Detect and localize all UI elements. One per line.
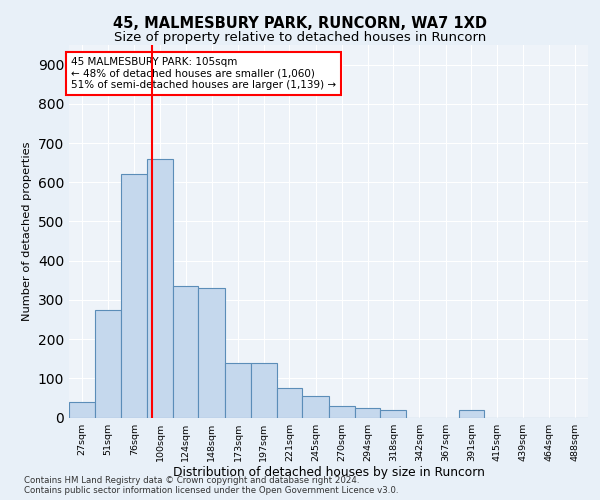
Text: Size of property relative to detached houses in Runcorn: Size of property relative to detached ho… xyxy=(114,31,486,44)
Bar xyxy=(69,402,95,417)
Text: 45, MALMESBURY PARK, RUNCORN, WA7 1XD: 45, MALMESBURY PARK, RUNCORN, WA7 1XD xyxy=(113,16,487,31)
Bar xyxy=(147,158,173,418)
Y-axis label: Number of detached properties: Number of detached properties xyxy=(22,142,32,321)
Bar xyxy=(121,174,147,418)
Bar xyxy=(302,396,329,417)
Bar xyxy=(277,388,302,418)
Bar xyxy=(380,410,406,418)
Text: 45 MALMESBURY PARK: 105sqm
← 48% of detached houses are smaller (1,060)
51% of s: 45 MALMESBURY PARK: 105sqm ← 48% of deta… xyxy=(71,57,336,90)
Bar xyxy=(251,362,277,418)
Bar xyxy=(355,408,380,418)
Bar xyxy=(329,406,355,417)
Bar xyxy=(458,410,484,418)
Bar xyxy=(95,310,121,418)
X-axis label: Distribution of detached houses by size in Runcorn: Distribution of detached houses by size … xyxy=(173,466,484,479)
Bar xyxy=(199,288,225,418)
Bar xyxy=(225,362,251,418)
Text: Contains HM Land Registry data © Crown copyright and database right 2024.
Contai: Contains HM Land Registry data © Crown c… xyxy=(24,476,398,495)
Bar xyxy=(173,286,199,418)
